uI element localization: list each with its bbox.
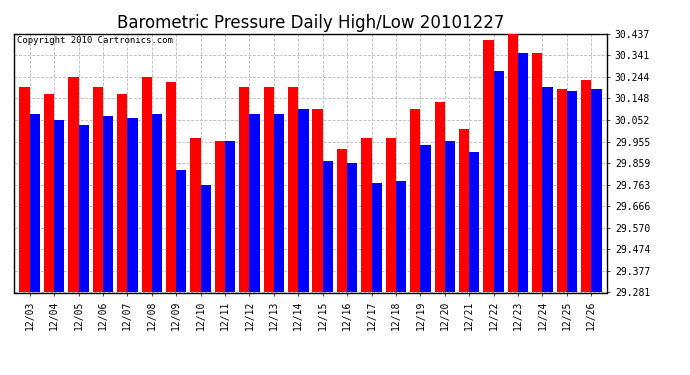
Bar bbox=[557, 89, 567, 292]
Bar bbox=[215, 141, 225, 292]
Bar bbox=[410, 109, 420, 292]
Bar bbox=[484, 40, 493, 292]
Bar bbox=[176, 170, 186, 292]
Bar bbox=[362, 138, 371, 292]
Bar bbox=[518, 53, 529, 292]
Bar bbox=[435, 102, 445, 292]
Bar bbox=[591, 89, 602, 292]
Bar bbox=[264, 87, 274, 292]
Bar bbox=[152, 114, 162, 292]
Bar bbox=[323, 160, 333, 292]
Bar bbox=[68, 77, 79, 292]
Bar bbox=[298, 109, 308, 292]
Bar bbox=[567, 91, 577, 292]
Bar bbox=[225, 141, 235, 292]
Bar bbox=[103, 116, 113, 292]
Bar bbox=[288, 87, 298, 292]
Bar bbox=[581, 80, 591, 292]
Bar bbox=[141, 77, 152, 292]
Bar bbox=[117, 93, 128, 292]
Bar bbox=[239, 87, 250, 292]
Bar bbox=[532, 53, 542, 292]
Bar bbox=[493, 71, 504, 292]
Bar bbox=[337, 150, 347, 292]
Bar bbox=[190, 138, 201, 292]
Bar bbox=[201, 185, 211, 292]
Bar bbox=[396, 181, 406, 292]
Bar bbox=[274, 114, 284, 292]
Bar bbox=[30, 114, 40, 292]
Bar bbox=[128, 118, 137, 292]
Bar bbox=[386, 138, 396, 292]
Bar bbox=[19, 87, 30, 292]
Bar bbox=[508, 28, 518, 292]
Bar bbox=[347, 163, 357, 292]
Bar bbox=[445, 141, 455, 292]
Bar bbox=[542, 87, 553, 292]
Bar bbox=[313, 109, 323, 292]
Bar bbox=[79, 125, 89, 292]
Bar bbox=[166, 82, 176, 292]
Title: Barometric Pressure Daily High/Low 20101227: Barometric Pressure Daily High/Low 20101… bbox=[117, 14, 504, 32]
Bar bbox=[44, 93, 54, 292]
Bar bbox=[92, 87, 103, 292]
Bar bbox=[469, 152, 480, 292]
Text: Copyright 2010 Cartronics.com: Copyright 2010 Cartronics.com bbox=[17, 36, 172, 45]
Bar bbox=[250, 114, 259, 292]
Bar bbox=[54, 120, 64, 292]
Bar bbox=[371, 183, 382, 292]
Bar bbox=[420, 145, 431, 292]
Bar bbox=[459, 129, 469, 292]
